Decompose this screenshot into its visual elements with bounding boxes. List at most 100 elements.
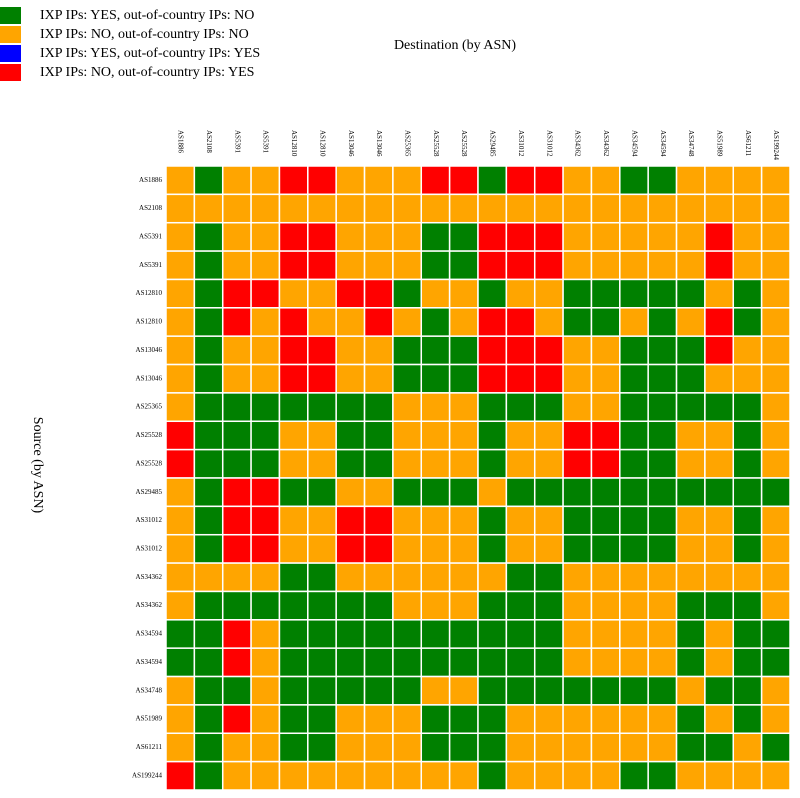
cell — [732, 250, 763, 281]
cell — [448, 533, 479, 564]
cell — [590, 165, 621, 196]
cell — [704, 619, 735, 649]
cell — [533, 619, 564, 649]
cell — [278, 477, 309, 508]
cell — [392, 704, 423, 735]
y-tick-label: AS13046 — [136, 374, 163, 382]
cell — [165, 221, 196, 252]
cell — [562, 392, 593, 423]
cell — [505, 647, 536, 678]
cell — [477, 307, 508, 337]
cell — [732, 193, 763, 224]
cell — [590, 590, 621, 621]
cell — [221, 704, 252, 735]
cell — [335, 392, 366, 423]
cell — [221, 363, 252, 394]
cell — [250, 392, 281, 423]
cell — [533, 477, 564, 508]
cell — [420, 675, 451, 706]
cell — [704, 505, 735, 536]
cell — [278, 562, 309, 593]
cell — [307, 619, 337, 649]
cell — [307, 505, 337, 536]
y-tick-label: AS199244 — [132, 771, 162, 779]
cell — [760, 477, 791, 508]
cell — [619, 221, 649, 252]
cell — [448, 448, 479, 479]
cell — [533, 250, 564, 281]
cell — [505, 675, 536, 706]
cell — [505, 477, 536, 508]
cell — [505, 590, 536, 621]
cell — [335, 165, 366, 196]
cell — [250, 760, 281, 791]
cell — [505, 448, 536, 479]
cell — [760, 647, 791, 678]
cell — [732, 363, 763, 394]
cell — [307, 307, 337, 337]
cell — [590, 221, 621, 252]
cell — [193, 533, 224, 564]
cell — [533, 675, 564, 706]
cell — [533, 335, 564, 366]
cell — [704, 477, 735, 508]
cell — [505, 250, 536, 281]
cell — [647, 250, 678, 281]
x-tick-label: AS34362 — [574, 130, 582, 157]
cell — [363, 448, 394, 479]
x-tick-label: AS25365 — [403, 130, 411, 157]
y-tick-label: AS34594 — [136, 658, 163, 666]
cell — [335, 278, 366, 309]
cell — [363, 760, 394, 791]
cell — [278, 335, 309, 366]
cell — [477, 533, 508, 564]
cell — [562, 420, 593, 451]
cell — [590, 477, 621, 508]
cell — [675, 307, 706, 337]
y-tick-label: AS34362 — [136, 601, 163, 609]
cell — [448, 392, 479, 423]
cell — [590, 505, 621, 536]
cell — [278, 448, 309, 479]
cell — [307, 221, 337, 252]
cell — [335, 448, 366, 479]
cell — [760, 392, 791, 423]
cell — [704, 165, 735, 196]
cell — [335, 619, 366, 649]
cell — [307, 760, 337, 791]
cell — [335, 704, 366, 735]
cell — [619, 420, 649, 451]
cell — [619, 477, 649, 508]
cell — [392, 250, 423, 281]
cell — [477, 675, 508, 706]
cell — [363, 335, 394, 366]
cell — [420, 647, 451, 678]
cell — [307, 420, 337, 451]
cell — [477, 278, 508, 309]
cell — [675, 647, 706, 678]
cell — [392, 165, 423, 196]
cell — [420, 704, 451, 735]
cell — [193, 562, 224, 593]
cell — [704, 704, 735, 735]
cell — [477, 477, 508, 508]
legend-label: IXP IPs: YES, out-of-country IPs: YES — [40, 46, 260, 61]
cell — [760, 221, 791, 252]
cell — [363, 278, 394, 309]
cell — [732, 562, 763, 593]
y-tick-label: AS61211 — [136, 743, 163, 751]
cell — [562, 505, 593, 536]
cell — [448, 647, 479, 678]
cell — [448, 590, 479, 621]
cell — [675, 335, 706, 366]
cell — [675, 562, 706, 593]
cell — [675, 392, 706, 423]
cell — [448, 193, 479, 224]
cell — [420, 533, 451, 564]
cell — [193, 448, 224, 479]
cell — [647, 307, 678, 337]
cell — [619, 732, 649, 763]
cell — [619, 562, 649, 593]
cell — [732, 704, 763, 735]
x-tick-label: AS5391 — [233, 130, 241, 153]
